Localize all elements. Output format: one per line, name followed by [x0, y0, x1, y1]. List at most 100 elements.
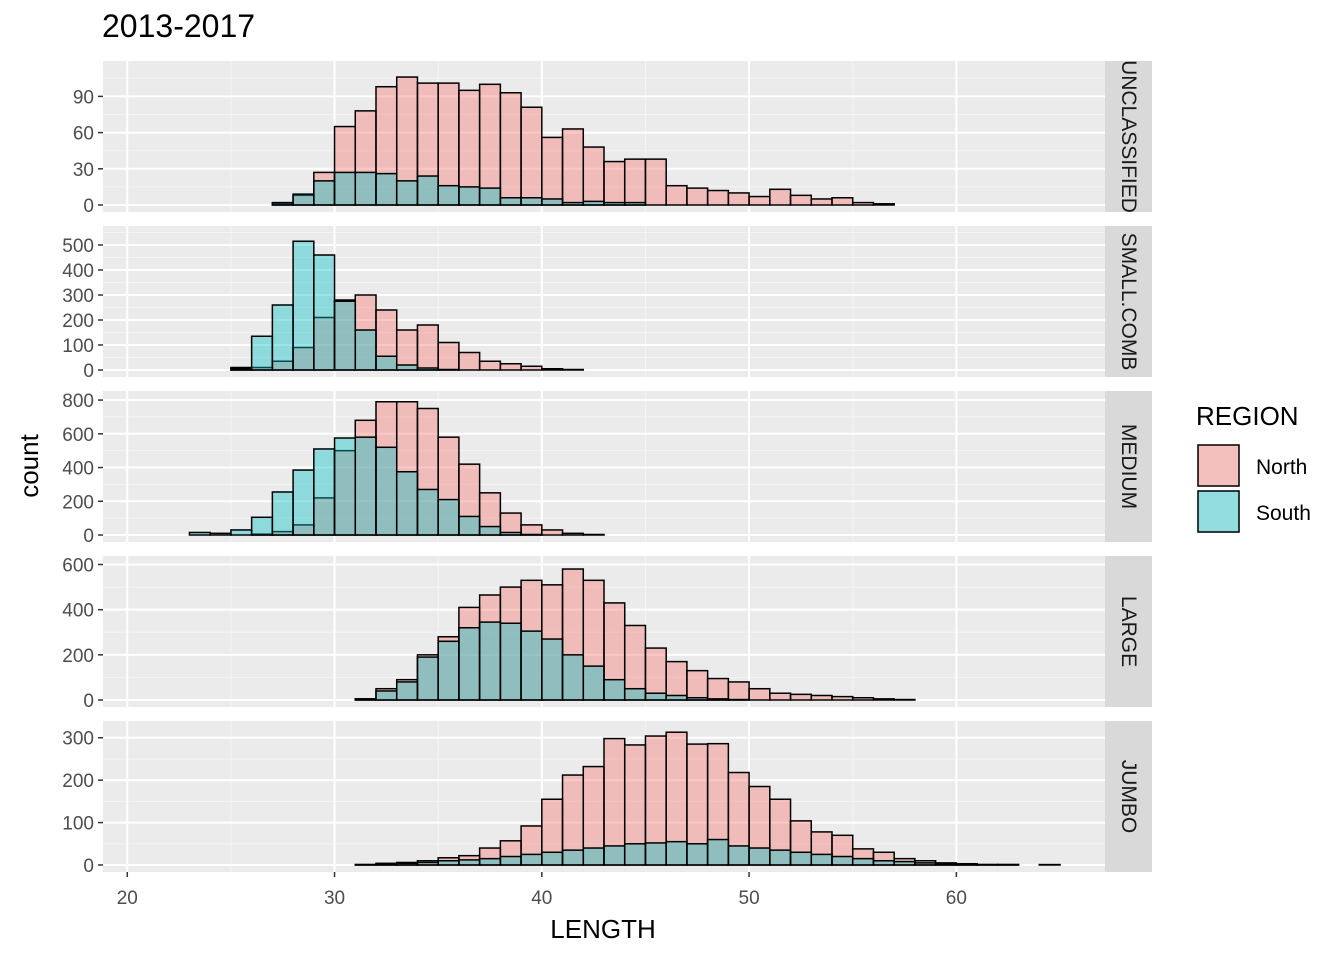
y-tick-label: 400 — [62, 261, 94, 282]
legend-key-south — [1197, 490, 1240, 533]
histogram-bar — [769, 849, 792, 866]
histogram-bar — [706, 698, 730, 701]
histogram-bar — [416, 656, 439, 701]
y-tick-label: 90 — [73, 87, 94, 108]
histogram-bar — [541, 198, 564, 206]
histogram-bar — [561, 128, 585, 206]
histogram-bar — [375, 172, 398, 206]
y-tick-label: 500 — [62, 236, 94, 257]
histogram-bar — [955, 863, 978, 866]
histogram-bar — [499, 197, 522, 206]
histogram-bar — [623, 201, 647, 206]
histogram-bar — [375, 690, 398, 701]
y-tick-label: 0 — [83, 361, 94, 382]
histogram-bar — [561, 654, 585, 701]
histogram-bar — [395, 364, 419, 371]
histogram-bar — [354, 436, 377, 536]
histogram-bar — [333, 171, 357, 206]
histogram-bar — [458, 859, 481, 866]
histogram-bar — [810, 853, 833, 866]
histogram-bar — [250, 516, 274, 536]
histogram-bar — [789, 194, 813, 206]
histogram-bar — [271, 491, 294, 536]
chart-title: 2013-2017 — [102, 8, 256, 44]
histogram-bar — [603, 678, 626, 701]
histogram-bar — [748, 687, 771, 701]
legend: REGION North South — [1196, 401, 1311, 533]
histogram-bar — [375, 446, 398, 536]
histogram-bar — [623, 158, 647, 206]
histogram-bar — [478, 857, 502, 866]
y-tick-label: 300 — [62, 286, 94, 307]
y-tick-label: 400 — [62, 601, 94, 622]
y-tick-label: 200 — [62, 771, 94, 792]
facet-strip-label: SMALL.COMB — [1117, 233, 1140, 371]
x-tick-label: 60 — [946, 888, 967, 909]
histogram-bar — [478, 525, 502, 536]
histogram-bar — [727, 681, 750, 701]
histogram-bar — [603, 845, 626, 866]
facet-strip — [1105, 391, 1152, 542]
histogram-bar — [541, 136, 564, 206]
histogram-bar — [375, 863, 398, 866]
histogram-bar — [271, 201, 294, 206]
x-tick-label: 50 — [739, 888, 760, 909]
histogram-bar — [603, 160, 626, 206]
histogram-bar — [333, 437, 357, 536]
histogram-bar — [686, 843, 709, 866]
histogram-bar — [395, 470, 419, 536]
histogram-bar — [665, 840, 688, 866]
histogram-bar — [644, 842, 667, 866]
series-south — [230, 240, 460, 371]
histogram-bar — [478, 83, 502, 206]
facet-strip-label: LARGE — [1117, 596, 1140, 667]
histogram-bar — [872, 860, 895, 866]
legend-title: REGION — [1196, 401, 1299, 431]
facet-strip-label: MEDIUM — [1117, 424, 1140, 509]
histogram-bar — [313, 254, 336, 371]
histogram-bar — [209, 532, 232, 536]
histogram-bar — [727, 192, 750, 206]
legend-label-south: South — [1256, 502, 1311, 525]
series-south — [354, 621, 750, 701]
histogram-bar — [333, 300, 357, 371]
histogram-bar — [872, 203, 895, 206]
histogram-bar — [499, 531, 522, 536]
histogram-bar — [416, 488, 439, 536]
histogram-bar — [748, 195, 771, 206]
histogram-bar — [395, 681, 419, 701]
histogram-bar — [499, 512, 522, 536]
y-tick-label: 300 — [62, 729, 94, 750]
histogram-bar — [623, 687, 647, 701]
panel-jumbo: 0 100 200 300 JUMBO — [62, 721, 1152, 877]
histogram-bar — [292, 193, 315, 206]
panel-medium: 0 200 400 600 800 MEDIUM — [62, 391, 1152, 547]
histogram-bar — [499, 92, 522, 206]
histogram-bar — [893, 860, 916, 866]
histogram-bar — [831, 695, 854, 701]
histogram-bar — [623, 843, 647, 866]
y-tick-label: 0 — [83, 856, 94, 877]
histogram-bar — [561, 849, 585, 866]
x-tick-label: 40 — [531, 888, 552, 909]
y-tick-label: 0 — [83, 196, 94, 217]
histogram-bar — [706, 677, 730, 701]
facet-strip — [1105, 721, 1152, 872]
histogram-bar — [395, 329, 419, 371]
x-tick-label: 30 — [324, 888, 345, 909]
histogram-bar — [271, 304, 294, 371]
histogram-bar — [541, 638, 564, 701]
legend-key-north — [1197, 444, 1240, 487]
panels-layer: 0 30 60 90 UNCLASSIFIED 0 100 200 300 400 500 SMALL… — [62, 60, 1152, 877]
y-tick-label: 200 — [62, 492, 94, 513]
histogram-bar — [644, 647, 667, 701]
histogram-bar — [292, 469, 315, 536]
y-axis-title: count — [14, 433, 44, 497]
histogram-bar — [872, 698, 895, 701]
histogram-bar — [478, 360, 502, 371]
histogram-bar — [458, 351, 481, 371]
histogram-bar — [541, 529, 564, 536]
histogram-bar — [520, 533, 543, 536]
histogram-bar — [478, 621, 502, 701]
histogram-bar — [541, 851, 564, 866]
